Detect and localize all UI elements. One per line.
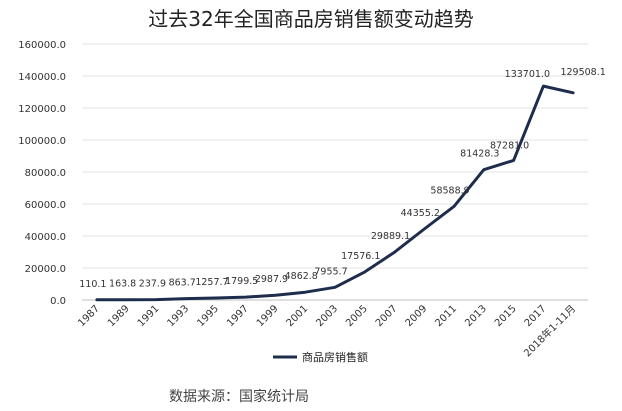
data-label: 129508.1 [560, 67, 605, 78]
x-tick-label: 1993 [166, 303, 192, 329]
legend-label: 商品房销售额 [302, 350, 368, 364]
series-line [95, 84, 575, 302]
y-tick-label: 120000.0 [18, 104, 66, 115]
data-label: 863.7 [169, 278, 196, 289]
data-label: 1257.7 [195, 277, 228, 288]
y-tick-label: 140000.0 [18, 72, 66, 83]
x-tick-label: 2018年1-11月 [521, 302, 578, 359]
x-tick-label: 2013 [463, 303, 489, 329]
series-line-path [95, 84, 575, 302]
y-tick-label: 100000.0 [18, 136, 66, 147]
x-tick-label: 1997 [225, 303, 251, 329]
chart-title: 过去32年全国商品房销售额变动趋势 [148, 7, 473, 31]
data-label: 58588.9 [430, 185, 469, 196]
y-axis-ticks: 0.0 20000.0 40000.0 60000.0 80000.0 100000.0 1… [18, 40, 66, 307]
x-tick-label: 2011 [433, 303, 459, 329]
data-label: 133701.0 [505, 69, 550, 80]
data-label: 163.8 [109, 279, 136, 290]
y-tick-label: 0.0 [50, 296, 66, 307]
data-label: 4862.8 [285, 271, 318, 282]
x-tick-label: 1987 [76, 303, 102, 329]
x-tick-label: 2007 [374, 303, 400, 329]
x-tick-label: 1991 [136, 303, 162, 329]
y-tick-label: 80000.0 [25, 168, 66, 179]
data-label: 110.1 [79, 279, 106, 290]
x-tick-label: 2009 [404, 303, 430, 329]
data-label: 237.9 [139, 279, 166, 290]
data-label: 7955.7 [314, 266, 347, 277]
x-tick-label: 1999 [255, 303, 281, 329]
data-label: 29889.1 [371, 231, 410, 242]
data-label: 2987.9 [255, 274, 288, 285]
legend: 商品房销售额 [273, 350, 368, 364]
x-tick-label: 1995 [195, 303, 221, 329]
source-note: 数据来源：国家统计局 [169, 388, 309, 405]
data-labels: 110.1 163.8 237.9 863.7 1257.71799.52987.948… [79, 67, 606, 290]
y-tick-label: 60000.0 [25, 200, 66, 211]
x-tick-label: 2005 [344, 303, 370, 329]
data-label: 1799.5 [225, 276, 258, 287]
x-tick-label: 2017 [523, 303, 549, 329]
gridlines [82, 43, 588, 301]
x-tick-label: 2001 [285, 303, 311, 329]
x-tick-label: 2015 [493, 303, 519, 329]
data-label: 44355.2 [401, 208, 440, 219]
x-tick-label: 2003 [314, 303, 340, 329]
y-tick-label: 160000.0 [18, 40, 66, 51]
x-tick-label: 1989 [106, 303, 132, 329]
y-tick-label: 20000.0 [25, 264, 66, 275]
data-label: 81428.3 [460, 149, 499, 160]
data-label: 17576.1 [341, 251, 380, 262]
y-tick-label: 40000.0 [25, 232, 66, 243]
data-label: 87281.0 [490, 140, 529, 151]
